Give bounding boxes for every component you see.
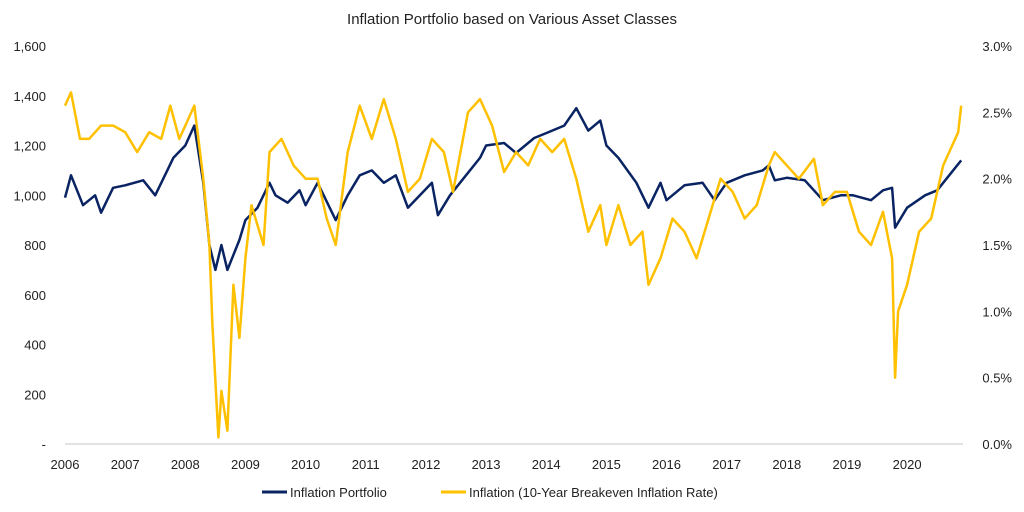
x-tick-label: 2006 (51, 457, 80, 472)
chart-title: Inflation Portfolio based on Various Ass… (347, 11, 677, 28)
y-right-tick-label: 0.5% (982, 371, 1012, 386)
x-tick-label: 2011 (352, 457, 380, 472)
legend-label-portfolio: Inflation Portfolio (290, 485, 387, 500)
y-left-tick-label: 1,000 (13, 188, 46, 203)
x-tick-label: 2019 (832, 457, 861, 472)
y-left-tick-label: 600 (24, 288, 46, 303)
y-left-tick-label: 1,400 (13, 89, 46, 104)
x-tick-label: 2020 (893, 457, 922, 472)
x-tick-label: 2008 (171, 457, 200, 472)
y-right-tick-label: 3.0% (982, 39, 1012, 54)
x-tick-label: 2013 (472, 457, 501, 472)
y-left-tick-label: - (42, 437, 46, 452)
y-left-tick-label: 1,600 (13, 39, 46, 54)
x-tick-label: 2007 (111, 457, 140, 472)
y-left-tick-label: 400 (24, 338, 46, 353)
y-right-tick-label: 1.0% (982, 304, 1012, 319)
x-tick-label: 2010 (291, 457, 320, 472)
y-right-tick-label: 1.5% (982, 238, 1012, 253)
legend: Inflation Portfolio Inflation (10-Year B… (262, 485, 718, 500)
y-right-tick-label: 2.5% (982, 105, 1012, 120)
legend-label-inflation: Inflation (10-Year Breakeven Inflation R… (469, 485, 718, 500)
x-tick-label: 2017 (712, 457, 741, 472)
y-right-tick-label: 2.0% (982, 172, 1012, 187)
y-left-tick-label: 800 (24, 238, 46, 253)
x-tick-label: 2012 (411, 457, 440, 472)
series-line-inflation-portfolio (63, 106, 963, 272)
y-right-tick-label: 0.0% (982, 437, 1012, 452)
x-tick-label: 2016 (652, 457, 681, 472)
x-tick-label: 2018 (772, 457, 801, 472)
y-left-tick-label: 200 (24, 387, 46, 402)
x-tick-label: 2014 (532, 457, 561, 472)
series-line-breakeven-inflation (63, 91, 963, 439)
x-tick-label: 2015 (592, 457, 621, 472)
y-left-tick-label: 1,200 (13, 139, 46, 154)
x-tick-label: 2009 (231, 457, 260, 472)
